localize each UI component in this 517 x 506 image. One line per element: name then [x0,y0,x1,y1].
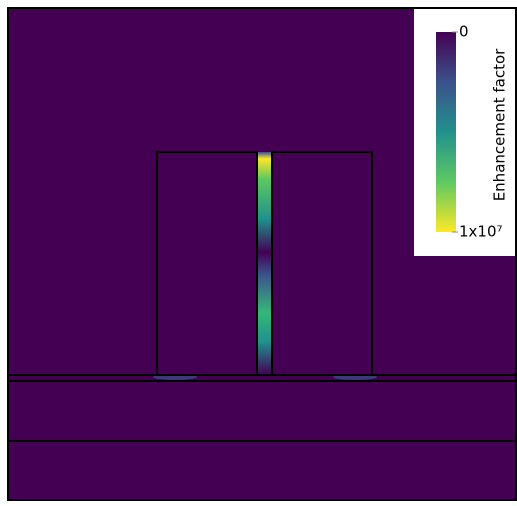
colorbar [436,32,456,232]
gap-field [258,152,272,375]
colorbar-panel [414,9,515,256]
colorbar-tick-label: 0 [459,23,469,41]
colorbar-label: Enhancement factor [491,48,509,201]
geometry [8,151,516,442]
colorbar-tick-label: 1x10⁷ [459,223,503,241]
